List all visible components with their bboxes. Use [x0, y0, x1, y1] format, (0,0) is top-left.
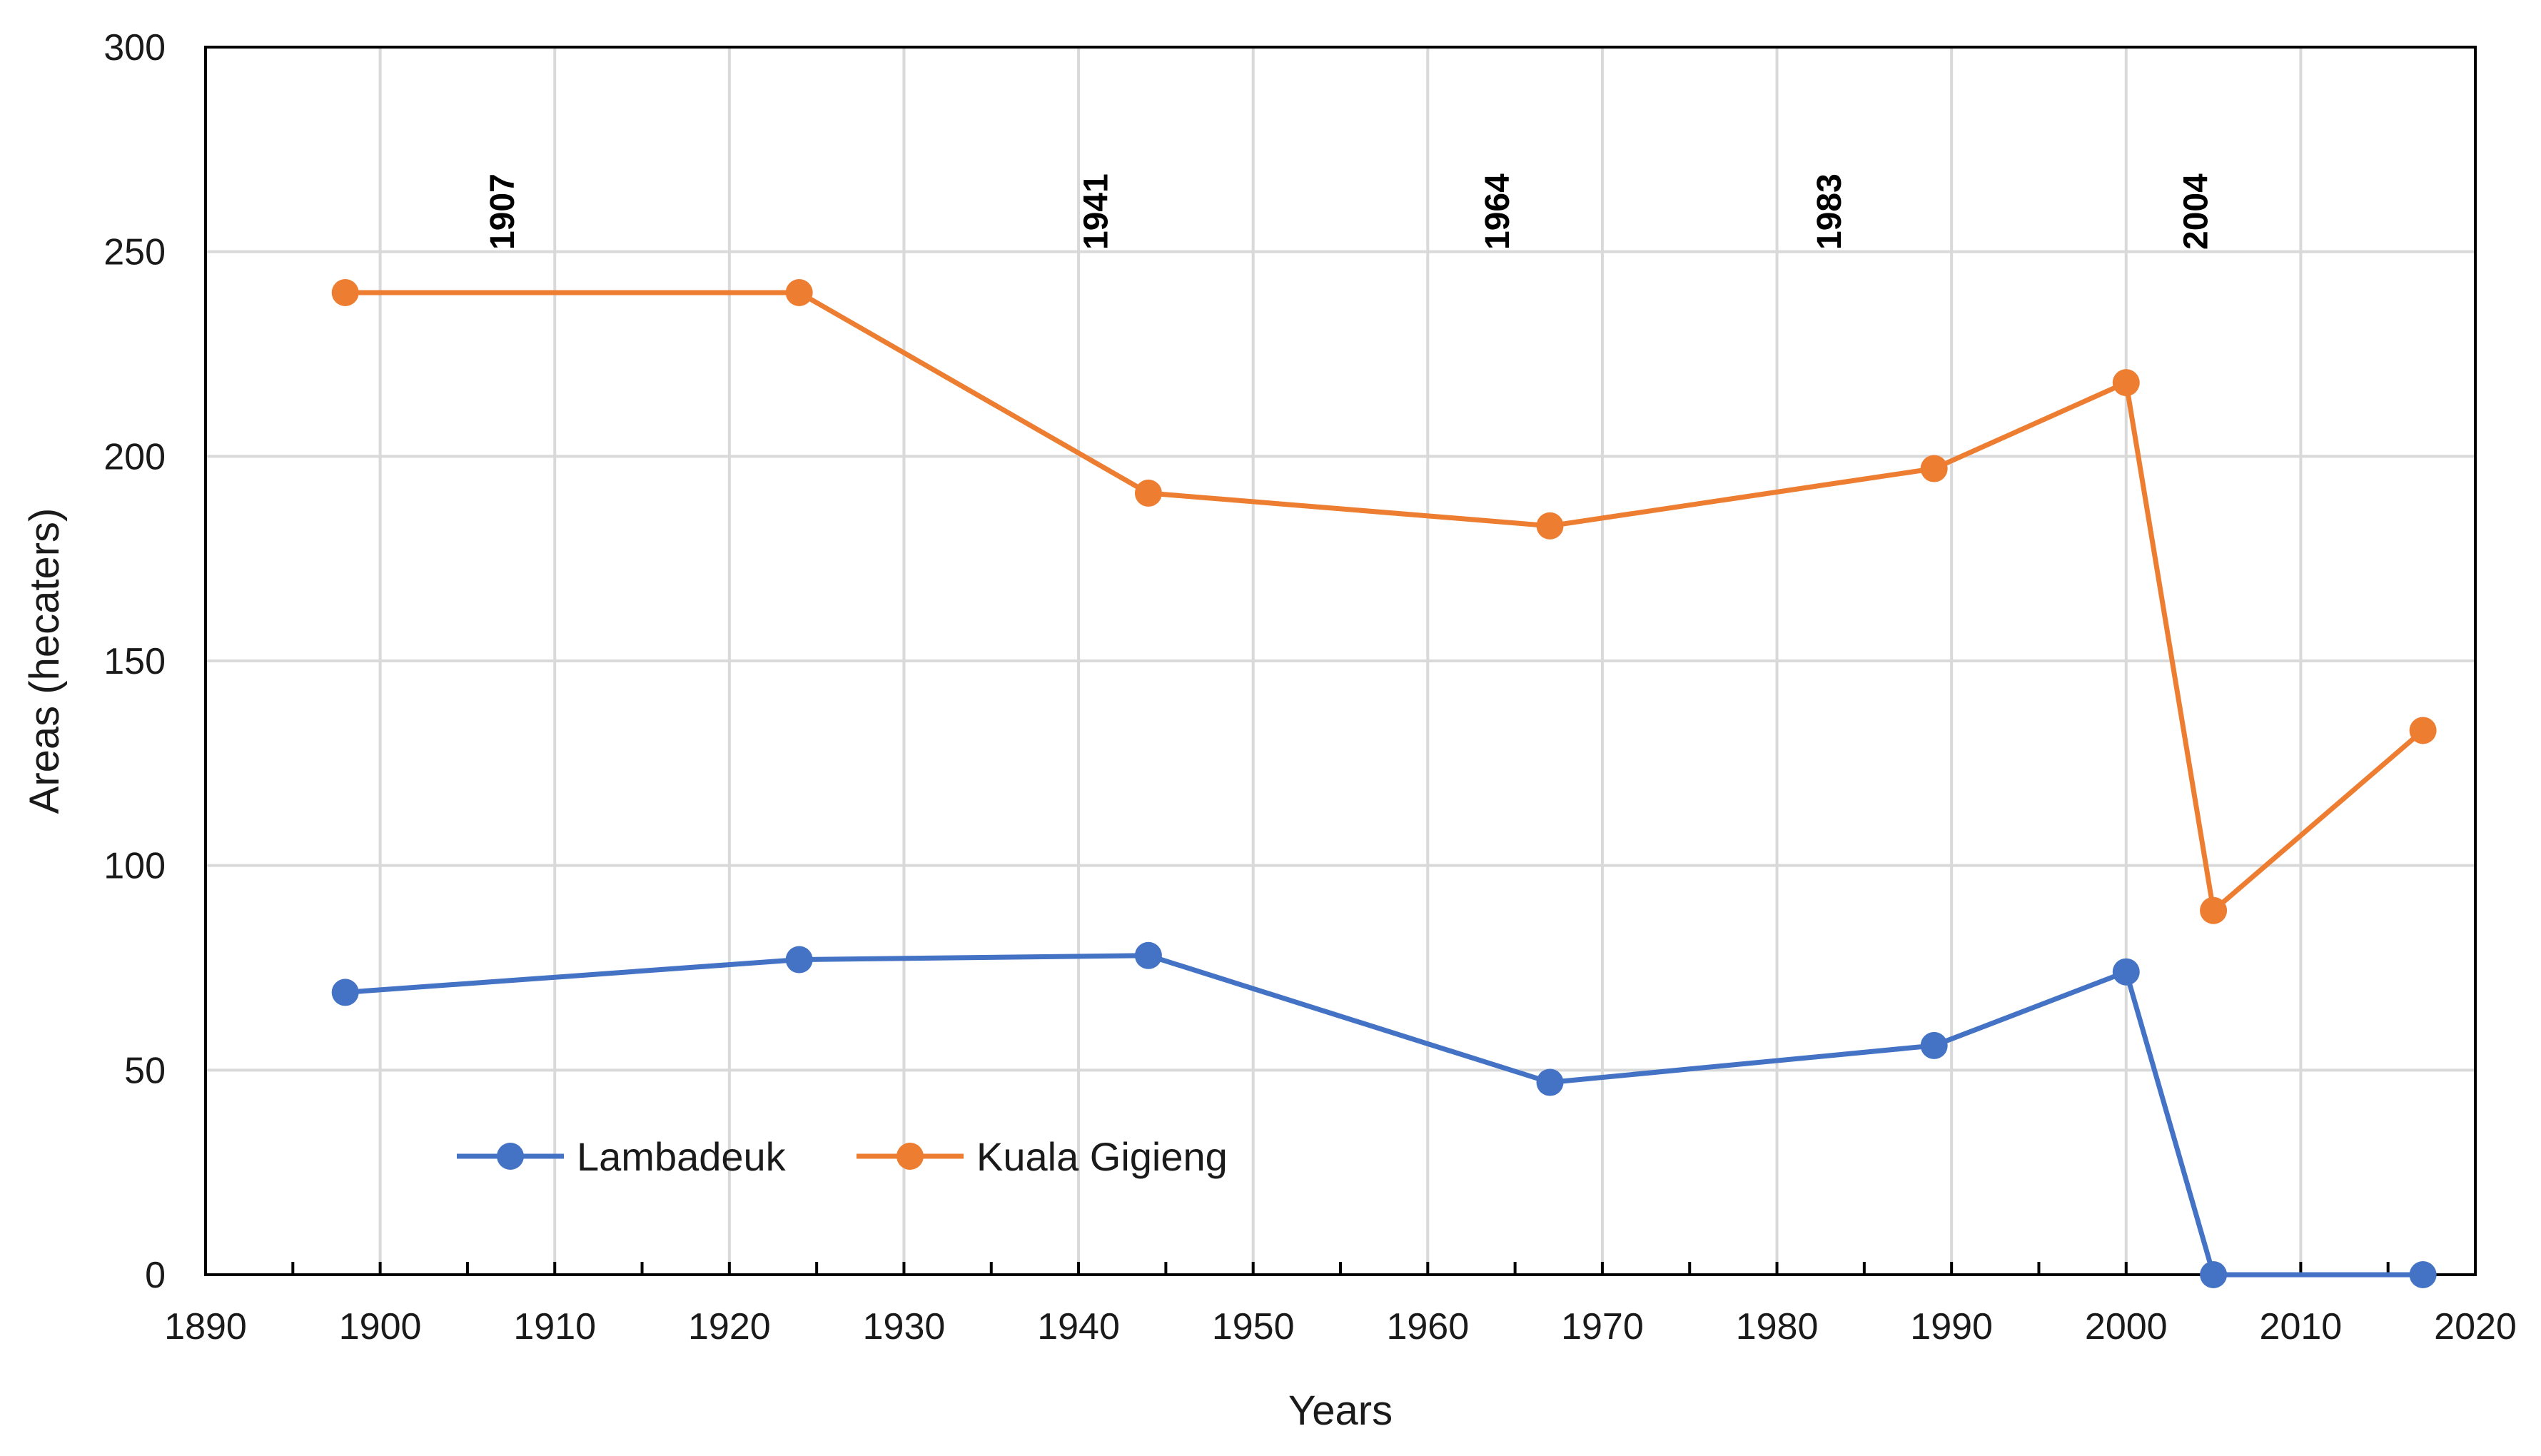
y-axis-title: Areas (hecaters)	[21, 508, 68, 814]
x-axis-tick-labels: 1890 1900 1910 1920 1930 1940 1950 1960 1970 1980…	[164, 1306, 2517, 1348]
data-point	[1536, 512, 1564, 540]
series-line	[343, 953, 2426, 1278]
y-tick-label: 150	[103, 641, 166, 682]
data-point	[2200, 1261, 2228, 1288]
data-point	[785, 946, 813, 974]
x-tick-label: 1910	[513, 1306, 596, 1348]
x-tick-label: 1980	[1736, 1306, 1819, 1348]
gridlines	[206, 47, 2475, 1275]
year-annotation-label: 1964	[1479, 173, 1517, 250]
legend-swatch-marker	[497, 1143, 524, 1170]
x-axis-title: Years	[1288, 1387, 1393, 1434]
x-tick-label: 1920	[688, 1306, 771, 1348]
y-tick-label: 50	[124, 1050, 166, 1091]
x-tick-label: 1900	[339, 1306, 422, 1348]
legend-label: Kuala Gigieng	[976, 1134, 1228, 1179]
x-tick-label: 1890	[164, 1306, 247, 1348]
data-point	[2200, 896, 2228, 924]
x-tick-label: 2020	[2434, 1306, 2517, 1348]
y-tick-label: 100	[103, 846, 166, 887]
data-point	[331, 979, 359, 1006]
legend-swatch-marker	[896, 1143, 924, 1170]
data-series	[331, 279, 2437, 1288]
x-tick-label: 1940	[1037, 1306, 1120, 1348]
series-line	[343, 290, 2426, 914]
data-point	[2112, 958, 2140, 986]
x-axis-ticks	[291, 1262, 2390, 1275]
data-point	[1920, 455, 1948, 482]
data-point	[2409, 717, 2437, 744]
legend-label: Lambadeuk	[577, 1134, 787, 1179]
year-annotation-label: 1983	[1811, 173, 1849, 250]
data-point	[2112, 369, 2140, 397]
year-annotations: 1907 1941 1964 1983 2004	[484, 173, 2216, 250]
year-annotation-label: 1941	[1078, 173, 1116, 250]
x-tick-label: 1970	[1561, 1306, 1644, 1348]
year-annotation-label: 1907	[484, 173, 522, 250]
x-tick-label: 1950	[1212, 1306, 1295, 1348]
y-tick-label: 300	[103, 27, 166, 69]
data-point	[2409, 1261, 2437, 1288]
x-tick-label: 1990	[1910, 1306, 1993, 1348]
data-point	[1134, 941, 1162, 969]
data-point	[785, 279, 813, 306]
legend: Lambadeuk Kuala Gigieng	[457, 1134, 1228, 1179]
x-tick-label: 1960	[1386, 1306, 1469, 1348]
x-tick-label: 2010	[2260, 1306, 2343, 1348]
data-point	[1536, 1068, 1564, 1096]
x-tick-label: 2000	[2085, 1306, 2168, 1348]
y-tick-label: 200	[103, 436, 166, 477]
y-tick-label: 0	[145, 1255, 166, 1296]
data-point	[1920, 1031, 1948, 1059]
y-axis-tick-labels: 0 50 100 150 200 250 300	[103, 27, 166, 1296]
data-point	[1134, 479, 1162, 507]
data-point	[331, 279, 359, 306]
x-tick-label: 1930	[863, 1306, 946, 1348]
y-tick-label: 250	[103, 232, 166, 273]
year-annotation-label: 2004	[2178, 173, 2216, 250]
